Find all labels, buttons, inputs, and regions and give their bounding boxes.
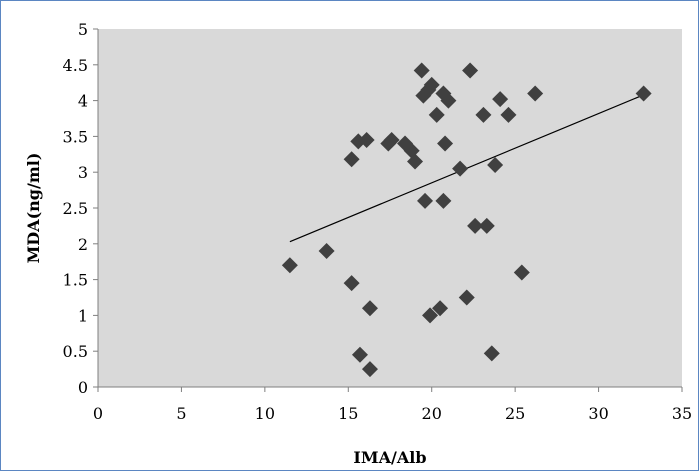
- x-tick-label: 35: [672, 404, 692, 423]
- y-tick-label: 2: [78, 235, 88, 254]
- y-axis-title: MDA(ng/ml): [24, 153, 43, 264]
- data-point: [351, 346, 368, 363]
- data-point: [487, 157, 504, 174]
- x-tick-label: 0: [93, 404, 103, 423]
- y-tick-label: 0.5: [63, 342, 88, 361]
- data-point: [413, 62, 430, 79]
- y-tick-label: 1: [78, 306, 88, 325]
- data-point: [407, 153, 424, 170]
- plot-area: [98, 29, 682, 387]
- data-point: [417, 192, 434, 209]
- x-tick-label: 10: [255, 404, 275, 423]
- x-tick-label: 30: [588, 404, 608, 423]
- data-point: [462, 62, 479, 79]
- data-point: [383, 131, 400, 148]
- data-point: [437, 135, 454, 152]
- data-point: [440, 92, 457, 109]
- data-point: [452, 160, 469, 177]
- data-point: [435, 192, 452, 209]
- y-tick-label: 3: [78, 163, 88, 182]
- data-point: [432, 300, 449, 317]
- data-point: [458, 289, 475, 306]
- y-tick-label: 3.5: [63, 127, 88, 146]
- y-tick-label: 5: [78, 20, 88, 39]
- data-point: [467, 217, 484, 234]
- data-point: [478, 217, 495, 234]
- data-point: [483, 345, 500, 362]
- data-point: [475, 106, 492, 123]
- data-point: [428, 106, 445, 123]
- data-point: [361, 300, 378, 317]
- x-tick-label: 5: [176, 404, 186, 423]
- x-axis-title: IMA/Alb: [353, 448, 426, 467]
- y-tick-label: 2.5: [63, 199, 88, 218]
- points-layer: [281, 62, 652, 378]
- x-tick-label: 25: [505, 404, 525, 423]
- x-ticks: 0 5 10 15 20 25 30 35: [93, 387, 692, 423]
- data-point: [500, 106, 517, 123]
- y-tick-label: 0: [78, 378, 88, 397]
- y-tick-label: 4: [78, 92, 88, 111]
- y-tick-label: 4.5: [63, 56, 88, 75]
- data-point: [422, 307, 439, 324]
- y-tick-label: 1.5: [63, 271, 88, 290]
- data-point: [281, 257, 298, 274]
- data-point: [358, 131, 375, 148]
- data-point: [361, 361, 378, 378]
- data-point: [492, 91, 509, 108]
- y-ticks: 0 0.5 1 1.5 2 2.5 3 3.5 4 4.5 5: [63, 20, 98, 397]
- data-point: [527, 85, 544, 102]
- data-point: [343, 151, 360, 168]
- x-tick-label: 20: [422, 404, 442, 423]
- data-point: [513, 264, 530, 281]
- x-tick-label: 15: [338, 404, 358, 423]
- data-point: [318, 242, 335, 259]
- data-point: [423, 76, 440, 93]
- data-point: [343, 275, 360, 292]
- data-point: [635, 85, 652, 102]
